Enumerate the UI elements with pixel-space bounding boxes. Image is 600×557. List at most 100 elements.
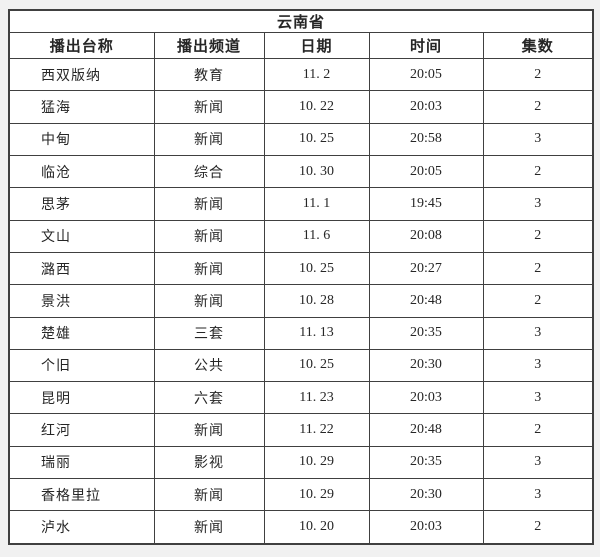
- column-header-channel: 播出频道: [153, 32, 265, 59]
- cell-time: 20:35: [368, 445, 484, 480]
- table-row: 香格里拉 新闻 10. 29 20:30 3: [8, 478, 594, 512]
- table-row: 中甸 新闻 10. 25 20:58 3: [8, 122, 594, 156]
- cell-date: 10. 29: [263, 445, 370, 480]
- table-row: 泸水 新闻 10. 20 20:03 2: [8, 510, 594, 545]
- cell-date: 10. 20: [263, 510, 370, 545]
- cell-date: 10. 28: [263, 284, 370, 318]
- table-row: 思茅 新闻 11. 1 19:45 3: [8, 187, 594, 221]
- column-header-episodes: 集数: [482, 32, 594, 59]
- cell-channel: 新闻: [153, 510, 265, 545]
- cell-channel: 新闻: [153, 251, 265, 286]
- cell-episodes: 2: [482, 219, 594, 253]
- cell-channel: 三套: [153, 316, 265, 350]
- cell-channel: 新闻: [153, 219, 265, 253]
- cell-station: 文山: [8, 219, 155, 253]
- cell-episodes: 3: [482, 122, 594, 156]
- table-row: 红河 新闻 11. 22 20:48 2: [8, 413, 594, 447]
- cell-episodes: 2: [482, 510, 594, 545]
- cell-time: 20:08: [368, 219, 484, 253]
- cell-station: 红河: [8, 413, 155, 447]
- cell-date: 11. 2: [263, 57, 370, 92]
- cell-time: 19:45: [368, 187, 484, 221]
- cell-station: 猛海: [8, 90, 155, 124]
- cell-station: 思茅: [8, 187, 155, 221]
- table-title: 云南省: [8, 9, 594, 33]
- cell-episodes: 2: [482, 154, 594, 189]
- cell-time: 20:03: [368, 510, 484, 545]
- cell-station: 景洪: [8, 284, 155, 318]
- cell-date: 10. 25: [263, 122, 370, 156]
- cell-station: 个旧: [8, 348, 155, 383]
- cell-episodes: 2: [482, 90, 594, 124]
- column-header-date: 日期: [263, 32, 370, 59]
- cell-station: 瑞丽: [8, 445, 155, 480]
- cell-date: 10. 25: [263, 251, 370, 286]
- cell-channel: 教育: [153, 57, 265, 92]
- cell-episodes: 3: [482, 478, 594, 512]
- cell-episodes: 3: [482, 381, 594, 415]
- cell-episodes: 2: [482, 284, 594, 318]
- cell-date: 11. 6: [263, 219, 370, 253]
- cell-channel: 新闻: [153, 413, 265, 447]
- cell-episodes: 2: [482, 57, 594, 92]
- cell-episodes: 3: [482, 316, 594, 350]
- cell-time: 20:03: [368, 381, 484, 415]
- cell-channel: 新闻: [153, 90, 265, 124]
- cell-station: 泸水: [8, 510, 155, 545]
- cell-date: 10. 29: [263, 478, 370, 512]
- cell-channel: 新闻: [153, 478, 265, 512]
- table-row: 楚雄 三套 11. 13 20:35 3: [8, 316, 594, 350]
- cell-channel: 新闻: [153, 122, 265, 156]
- cell-episodes: 3: [482, 187, 594, 221]
- broadcast-schedule-table: 云南省 播出台称 播出频道 日期 时间 集数 西双版纳 教育 11. 2 20:05 2 猛海 新闻…: [8, 9, 595, 545]
- cell-time: 20:48: [368, 284, 484, 318]
- cell-date: 11. 22: [263, 413, 370, 447]
- table-row: 猛海 新闻 10. 22 20:03 2: [8, 90, 594, 124]
- cell-channel: 影视: [153, 445, 265, 480]
- cell-date: 11. 23: [263, 381, 370, 415]
- cell-station: 香格里拉: [8, 478, 155, 512]
- table-header-row: 播出台称 播出频道 日期 时间 集数: [8, 32, 594, 59]
- cell-station: 中甸: [8, 122, 155, 156]
- cell-time: 20:27: [368, 251, 484, 286]
- table-row: 昆明 六套 11. 23 20:03 3: [8, 381, 594, 415]
- table-row: 景洪 新闻 10. 28 20:48 2: [8, 284, 594, 318]
- column-header-time: 时间: [368, 32, 484, 59]
- cell-date: 11. 13: [263, 316, 370, 350]
- cell-channel: 新闻: [153, 284, 265, 318]
- cell-time: 20:03: [368, 90, 484, 124]
- cell-time: 20:05: [368, 57, 484, 92]
- cell-channel: 新闻: [153, 187, 265, 221]
- cell-episodes: 2: [482, 251, 594, 286]
- cell-time: 20:05: [368, 154, 484, 189]
- cell-station: 楚雄: [8, 316, 155, 350]
- cell-episodes: 3: [482, 348, 594, 383]
- cell-time: 20:48: [368, 413, 484, 447]
- cell-station: 西双版纳: [8, 57, 155, 92]
- cell-station: 昆明: [8, 381, 155, 415]
- cell-date: 10. 22: [263, 90, 370, 124]
- table-row: 潞西 新闻 10. 25 20:27 2: [8, 251, 594, 286]
- cell-episodes: 3: [482, 445, 594, 480]
- cell-channel: 公共: [153, 348, 265, 383]
- table-row: 瑞丽 影视 10. 29 20:35 3: [8, 445, 594, 480]
- cell-time: 20:30: [368, 478, 484, 512]
- table-row: 个旧 公共 10. 25 20:30 3: [8, 348, 594, 383]
- cell-station: 潞西: [8, 251, 155, 286]
- cell-channel: 六套: [153, 381, 265, 415]
- table-row: 文山 新闻 11. 6 20:08 2: [8, 219, 594, 253]
- cell-date: 10. 25: [263, 348, 370, 383]
- table-row: 临沧 综合 10. 30 20:05 2: [8, 154, 594, 189]
- cell-date: 10. 30: [263, 154, 370, 189]
- cell-station: 临沧: [8, 154, 155, 189]
- cell-date: 11. 1: [263, 187, 370, 221]
- cell-time: 20:30: [368, 348, 484, 383]
- cell-episodes: 2: [482, 413, 594, 447]
- table-row: 西双版纳 教育 11. 2 20:05 2: [8, 57, 594, 92]
- table-title-row: 云南省: [8, 9, 594, 33]
- cell-channel: 综合: [153, 154, 265, 189]
- column-header-station: 播出台称: [8, 32, 155, 59]
- cell-time: 20:58: [368, 122, 484, 156]
- cell-time: 20:35: [368, 316, 484, 350]
